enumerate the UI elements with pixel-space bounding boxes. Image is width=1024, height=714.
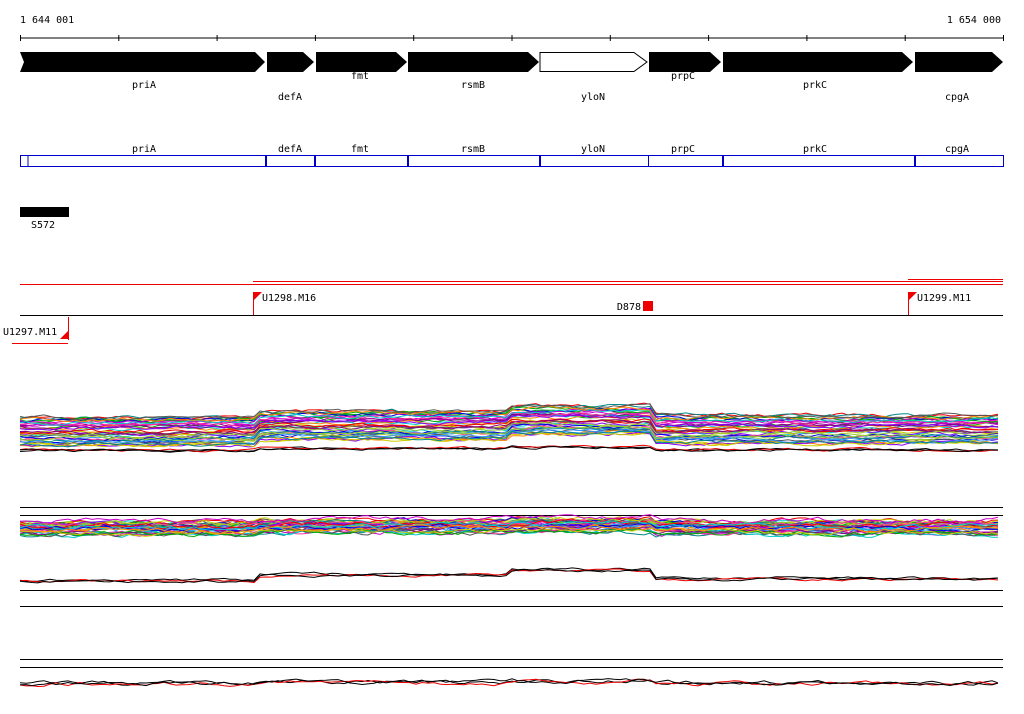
flag [60, 331, 68, 339]
marker-label: U1299.M11 [917, 293, 971, 304]
wiggle-line [19, 429, 999, 445]
wiggle-line [19, 527, 999, 537]
wiggle-line [19, 408, 999, 426]
gene-boxes [20, 155, 1004, 167]
box-label: rsmB [461, 144, 485, 155]
gene-label: priA [132, 80, 156, 91]
wiggle-line [19, 414, 999, 431]
marker-label: D878 [617, 302, 641, 313]
gene-label: prpC [671, 71, 695, 82]
gene [316, 52, 407, 72]
flag [254, 292, 262, 300]
wiggle-line [19, 426, 999, 444]
ruler-start: 1 644 001 [20, 15, 74, 26]
ruler-end: 1 654 000 [947, 15, 1001, 26]
wiggle-line [19, 418, 999, 436]
wiggle-line [19, 514, 999, 524]
gene [267, 52, 314, 72]
wiggle-tracks [19, 402, 999, 688]
box-label: cpgA [945, 144, 969, 155]
gene [20, 52, 265, 72]
wiggle-line [19, 430, 999, 448]
wiggle-line [19, 524, 999, 535]
gene-label: fmt [351, 71, 369, 82]
wiggle-line [19, 568, 999, 584]
gene-box [540, 155, 649, 167]
gene-label: defA [278, 92, 302, 103]
wiggle-line [19, 421, 999, 439]
wiggle-line [19, 678, 999, 687]
gene [723, 52, 913, 72]
gene-label: rsmB [461, 80, 485, 91]
gene [408, 52, 539, 72]
feature-label: S572 [31, 220, 55, 231]
track-lines [20, 507, 1003, 668]
box-label: yloN [581, 144, 605, 155]
wiggle-line [19, 567, 999, 583]
wiggle-line [19, 402, 999, 421]
wiggle-line [19, 518, 999, 530]
flag [909, 292, 917, 300]
gene [539, 52, 648, 72]
wiggle-line [19, 520, 999, 531]
marker-square [643, 301, 653, 311]
feature-bar [20, 207, 69, 217]
gene-box [266, 155, 315, 167]
gene-label: prkC [803, 80, 827, 91]
gene-box [20, 155, 266, 167]
ruler-ticks [20, 35, 1004, 41]
gene-label: cpgA [945, 92, 969, 103]
wiggle-line [19, 405, 999, 423]
wiggle-line [19, 568, 999, 584]
box-label: fmt [351, 144, 369, 155]
gene-box [315, 155, 408, 167]
marker-label: U1298.M16 [262, 293, 316, 304]
wiggle-line [19, 418, 999, 435]
gene-box [915, 155, 1004, 167]
box-label: prkC [803, 144, 827, 155]
gene-arrows [20, 52, 1003, 72]
marker-lines [12, 279, 1003, 344]
box-label: defA [278, 144, 302, 155]
box-label: prpC [671, 144, 695, 155]
wiggle-line [19, 528, 999, 538]
box-label: priA [132, 144, 156, 155]
gene [915, 52, 1003, 72]
gene-box [648, 155, 723, 167]
gene-label: yloN [581, 92, 605, 103]
wiggle-line [19, 445, 999, 453]
gene [649, 52, 721, 72]
gene-box [408, 155, 540, 167]
gene-box [723, 155, 915, 167]
wiggle-line [19, 403, 999, 421]
marker-label: U1297.M11 [3, 327, 57, 338]
wiggle-line [19, 425, 999, 441]
